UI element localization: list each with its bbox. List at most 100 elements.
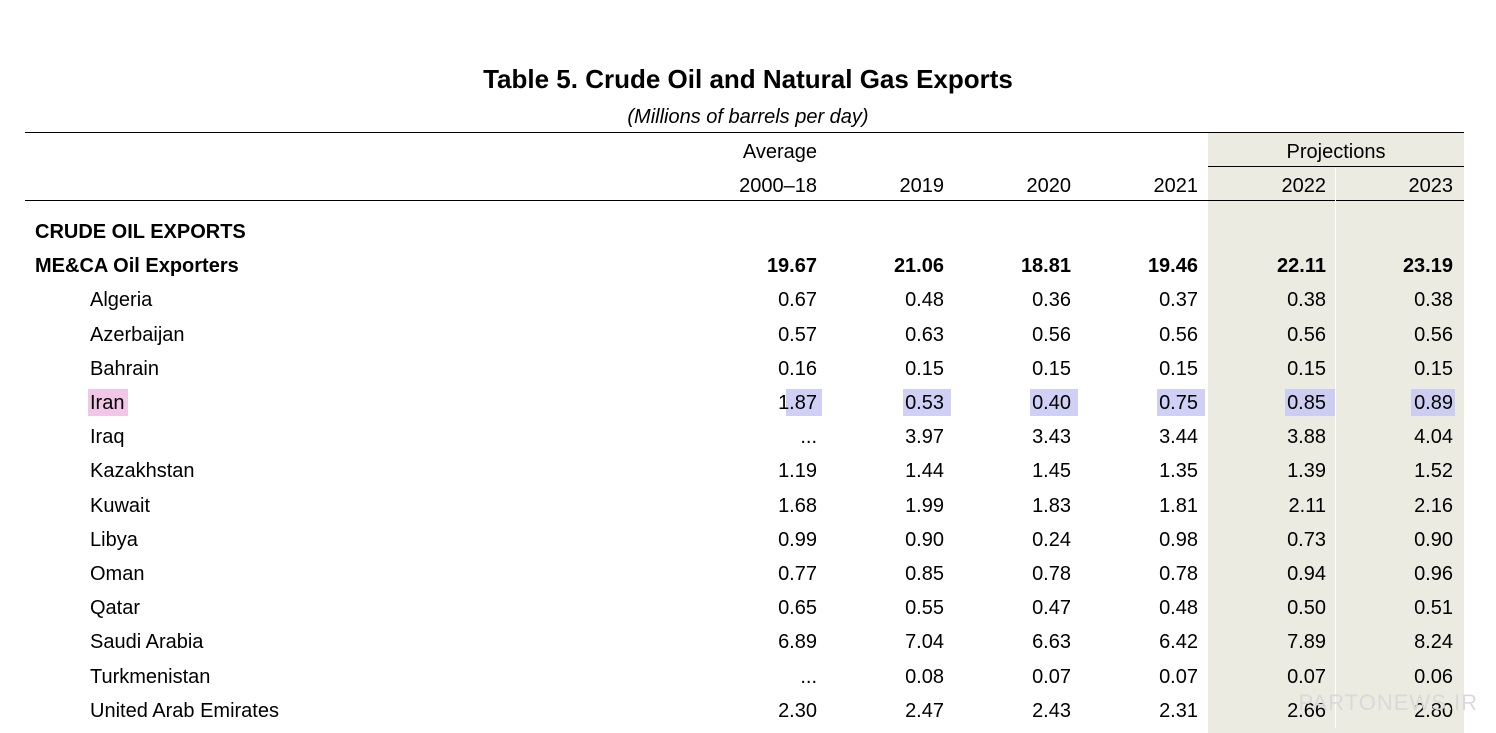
- country-label: Qatar: [90, 597, 141, 620]
- table-cell: 18.81: [1020, 255, 1071, 278]
- value-highlight: [786, 389, 822, 416]
- column-header: 2000–18: [739, 175, 817, 197]
- table-cell: 1.44: [905, 460, 944, 483]
- table-cell: 1.35: [1159, 460, 1198, 483]
- table-cell: 0.06: [1414, 665, 1453, 688]
- table-cell: 0.08: [905, 665, 944, 688]
- table-cell: 0.56: [1414, 323, 1453, 346]
- header-bottom-rule: [25, 200, 1464, 201]
- table-cell: 4.04: [1414, 426, 1453, 449]
- table-row: Turkmenistan... 0.08 0.07 0.07 0.07 0.06: [0, 660, 1496, 694]
- table-row: Kuwait 1.68 1.99 1.83 1.81 2.11 2.16: [0, 489, 1496, 523]
- table-cell: 7.04: [905, 631, 944, 654]
- table-cell: 0.65: [778, 597, 817, 620]
- watermark: PARTONEWS.IR: [1298, 690, 1478, 715]
- table-cell: 1.99: [905, 494, 944, 517]
- table-row: Algeria 0.67 0.48 0.36 0.37 0.38 0.38: [0, 283, 1496, 317]
- table-cell: 0.73: [1287, 528, 1326, 551]
- country-label: Kuwait: [90, 494, 151, 517]
- header-projections-label: Projections: [1286, 141, 1386, 163]
- value-highlight: [1030, 389, 1078, 416]
- country-label: Oman: [90, 563, 145, 585]
- table-cell: 0.56: [1032, 323, 1071, 346]
- table-cell: 3.43: [1032, 426, 1071, 449]
- table-row: Bahrain 0.16 0.15 0.15 0.15 0.15 0.15: [0, 352, 1496, 386]
- table-cell: 0.38: [1287, 289, 1326, 312]
- table-cell: 2.30: [778, 699, 817, 722]
- projections-rule: [1208, 166, 1464, 167]
- table-cell: 8.24: [1414, 631, 1453, 654]
- table-row: Saudi Arabia 6.89 7.04 6.63 6.42 7.89 8.24: [0, 625, 1496, 659]
- table-cell: 0.75: [1159, 392, 1198, 414]
- table-cell: 23.19: [1402, 255, 1453, 278]
- table-cell: 2.31: [1159, 699, 1198, 722]
- table-cell: 0.99: [778, 528, 817, 551]
- table-row: Libya 0.99 0.90 0.24 0.98 0.73 0.90: [0, 523, 1496, 557]
- table-cell: 0.51: [1414, 597, 1453, 620]
- table-cell: 0.07: [1287, 665, 1326, 688]
- table-row: Kazakhstan 1.19 1.44 1.45 1.35 1.39 1.52: [0, 454, 1496, 488]
- table-row: Iraq... 3.97 3.43 3.44 3.88 4.04: [0, 420, 1496, 454]
- table-cell: 6.63: [1032, 631, 1071, 654]
- table-cell: 3.97: [905, 426, 944, 449]
- table-row: Iran 1.87 0.53 0.40 0.75 0.85 0.89: [0, 386, 1496, 420]
- table-cell: 1.19: [778, 460, 817, 483]
- group-label: ME&CA Oil Exporters: [35, 255, 239, 278]
- country-label: Bahrain: [90, 357, 159, 380]
- table-cell: 2.43: [1032, 699, 1071, 722]
- table-cell: 0.90: [905, 528, 944, 551]
- column-header: 2022: [1281, 175, 1327, 197]
- table-title: Table 5. Crude Oil and Natural Gas Expor…: [483, 64, 1013, 94]
- country-label: Saudi Arabia: [90, 631, 204, 654]
- table-cell: 19.46: [1147, 255, 1198, 278]
- table-cell: 0.38: [1414, 289, 1453, 312]
- table-cell: ...: [800, 426, 817, 449]
- table-cell: 0.15: [1414, 357, 1453, 380]
- label-highlight: [88, 389, 128, 416]
- table-cell: 3.44: [1159, 426, 1198, 449]
- table-cell: 2.16: [1414, 494, 1453, 517]
- column-header: 2023: [1408, 175, 1454, 197]
- value-highlight: [1157, 389, 1205, 416]
- value-highlight: [1411, 389, 1455, 416]
- table-cell: 1.39: [1287, 460, 1326, 483]
- table-cell: 0.50: [1287, 597, 1326, 620]
- table-cell: 0.67: [778, 289, 817, 312]
- table-cell: 0.85: [905, 563, 944, 585]
- table-cell: 0.78: [1159, 563, 1198, 585]
- table-cell: 0.40: [1032, 392, 1071, 414]
- table-cell: 0.15: [905, 357, 944, 380]
- table-row: CRUDE OIL EXPORTS: [0, 215, 1496, 249]
- table-cell: 19.67: [766, 255, 817, 278]
- table-row: Azerbaijan 0.57 0.63 0.56 0.56 0.56 0.56: [0, 318, 1496, 352]
- table-cell: 0.37: [1159, 289, 1198, 312]
- table-cell: 0.98: [1159, 528, 1198, 551]
- column-separator: [1335, 168, 1336, 728]
- table-cell: 0.15: [1287, 357, 1326, 380]
- table-cell: 1.87: [778, 392, 817, 414]
- table-cell: 6.42: [1159, 631, 1198, 654]
- table-cell: 1.68: [778, 494, 817, 517]
- table-cell: 0.48: [1159, 597, 1198, 620]
- table-cell: 22.11: [1277, 255, 1326, 278]
- table-cell: 0.90: [1414, 528, 1453, 551]
- top-rule: [25, 132, 1464, 133]
- projections-shading: [1208, 133, 1464, 733]
- table-row: ME&CA Oil Exporters 19.67 21.06 18.81 19.46 2…: [0, 249, 1496, 283]
- table-cell: 2.11: [1288, 494, 1326, 517]
- table-cell: 0.94: [1287, 563, 1326, 585]
- country-label: Azerbaijan: [90, 323, 185, 346]
- table-cell: 6.89: [778, 631, 817, 654]
- section-label: CRUDE OIL EXPORTS: [35, 221, 246, 243]
- column-header: 2021: [1153, 175, 1199, 197]
- column-header: 2020: [1026, 175, 1072, 197]
- table-cell: 1.52: [1414, 460, 1453, 483]
- table-cell: 3.88: [1287, 426, 1326, 449]
- table-cell: 1.45: [1032, 460, 1071, 483]
- table-cell: 2.66: [1287, 699, 1326, 722]
- country-label: Iraq: [90, 426, 125, 449]
- table-cell: 0.47: [1032, 597, 1071, 620]
- table-cell: 0.24: [1032, 528, 1071, 551]
- column-header: 2019: [899, 175, 945, 197]
- table-cell: 1.83: [1032, 494, 1071, 517]
